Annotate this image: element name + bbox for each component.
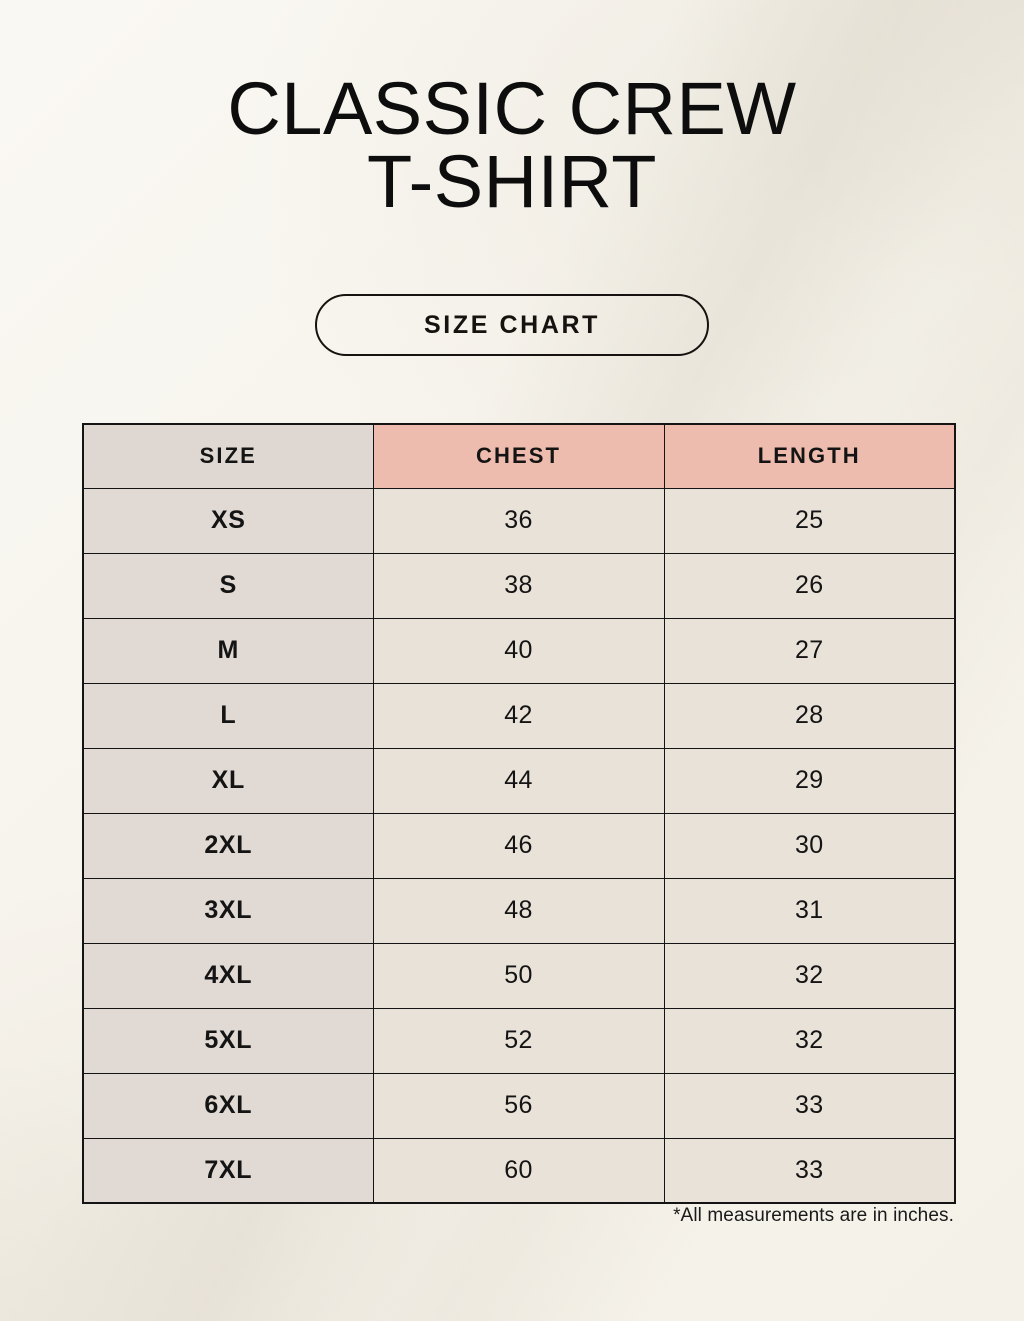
table-row: XS 36 25: [82, 487, 956, 554]
cell-size: XS: [82, 487, 374, 554]
cell-chest: 36: [372, 487, 665, 554]
cell-chest: 38: [372, 552, 665, 619]
table-row: 2XL 46 30: [82, 812, 956, 879]
cell-length: 32: [663, 942, 956, 1009]
table-row: S 38 26: [82, 552, 956, 619]
cell-chest: 50: [372, 942, 665, 1009]
cell-chest: 46: [372, 812, 665, 879]
cell-size: M: [82, 617, 374, 684]
cell-length: 25: [663, 487, 956, 554]
cell-chest: 48: [372, 877, 665, 944]
cell-length: 29: [663, 747, 956, 814]
column-header-size: SIZE: [82, 423, 374, 489]
table-row: 5XL 52 32: [82, 1007, 956, 1074]
cell-chest: 44: [372, 747, 665, 814]
size-table-container: SIZE CHEST LENGTH XS 36 25 S 38 26 M 40 27 L 42 28 X…: [82, 423, 956, 1204]
cell-chest: 52: [372, 1007, 665, 1074]
table-row: 6XL 56 33: [82, 1072, 956, 1139]
cell-length: 27: [663, 617, 956, 684]
table-header: SIZE CHEST LENGTH: [82, 423, 956, 489]
cell-chest: 42: [372, 682, 665, 749]
cell-length: 28: [663, 682, 956, 749]
table-row: 4XL 50 32: [82, 942, 956, 1009]
cell-size: XL: [82, 747, 374, 814]
cell-length: 32: [663, 1007, 956, 1074]
column-header-chest: CHEST: [372, 423, 665, 489]
cell-length: 31: [663, 877, 956, 944]
table-header-row: SIZE CHEST LENGTH: [82, 423, 956, 489]
cell-length: 33: [663, 1072, 956, 1139]
table-row: 7XL 60 33: [82, 1137, 956, 1204]
cell-size: S: [82, 552, 374, 619]
cell-size: 5XL: [82, 1007, 374, 1074]
cell-size: 6XL: [82, 1072, 374, 1139]
cell-size: 7XL: [82, 1137, 374, 1204]
cell-length: 30: [663, 812, 956, 879]
table-row: XL 44 29: [82, 747, 956, 814]
cell-chest: 40: [372, 617, 665, 684]
cell-chest: 60: [372, 1137, 665, 1204]
badge-container: SIZE CHART: [0, 294, 1024, 356]
cell-size: 3XL: [82, 877, 374, 944]
size-table: SIZE CHEST LENGTH XS 36 25 S 38 26 M 40 27 L 42 28 X…: [82, 423, 956, 1204]
table-row: L 42 28: [82, 682, 956, 749]
cell-size: 2XL: [82, 812, 374, 879]
table-body: XS 36 25 S 38 26 M 40 27 L 42 28 XL 44 29 2XL 46 30 3XL 48 3…: [82, 487, 956, 1204]
cell-chest: 56: [372, 1072, 665, 1139]
measurement-footnote: *All measurements are in inches.: [673, 1205, 954, 1226]
page-title: CLASSIC CREW T-SHIRT: [227, 67, 797, 224]
column-header-length: LENGTH: [663, 423, 956, 489]
size-chart-badge[interactable]: SIZE CHART: [315, 294, 709, 356]
table-row: 3XL 48 31: [82, 877, 956, 944]
cell-size: 4XL: [82, 942, 374, 1009]
cell-length: 26: [663, 552, 956, 619]
cell-size: L: [82, 682, 374, 749]
cell-length: 33: [663, 1137, 956, 1204]
table-row: M 40 27: [82, 617, 956, 684]
